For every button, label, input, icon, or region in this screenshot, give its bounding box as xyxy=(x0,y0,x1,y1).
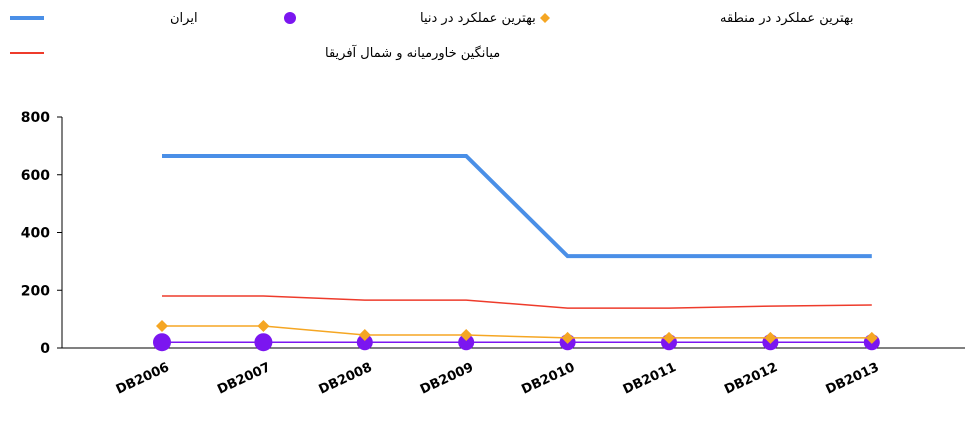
x-tick-label: DB2010 xyxy=(519,360,577,398)
point xyxy=(257,320,270,333)
series-line xyxy=(162,325,872,339)
series-line xyxy=(162,153,872,259)
x-tick-label: DB2009 xyxy=(418,360,476,398)
y-tick-label: 0 xyxy=(40,341,50,357)
y-tick-label: 200 xyxy=(21,283,50,299)
y-tick-label: 600 xyxy=(21,168,50,184)
point xyxy=(153,333,171,352)
point xyxy=(156,320,168,333)
legend-label: ایران xyxy=(170,11,198,26)
point xyxy=(460,329,473,342)
x-tick-label: DB2007 xyxy=(215,360,273,398)
legend-label: بهترین عملکرد در منطقه xyxy=(720,11,854,26)
point xyxy=(663,331,675,344)
x-tick-label: DB2013 xyxy=(824,360,882,398)
legend-swatch xyxy=(284,12,296,24)
point xyxy=(458,334,475,351)
legend-label: بهترین عملکرد در دنیا xyxy=(420,11,536,26)
point xyxy=(561,331,574,344)
x-tick-label: DB2012 xyxy=(722,360,780,398)
point xyxy=(358,329,371,342)
x-tick-label: DB2011 xyxy=(621,360,679,398)
point xyxy=(865,331,878,344)
series-line xyxy=(162,295,872,309)
y-tick-label: 400 xyxy=(21,226,50,242)
point xyxy=(356,334,373,351)
legend-label: میانگین خاورمیانه و شمال آفریقا xyxy=(325,44,500,61)
y-tick-label: 800 xyxy=(21,110,50,126)
legend-swatch xyxy=(540,13,550,23)
point xyxy=(254,333,273,352)
x-tick-label: DB2006 xyxy=(114,360,172,398)
point xyxy=(764,331,777,344)
x-tick-label: DB2008 xyxy=(317,360,375,398)
